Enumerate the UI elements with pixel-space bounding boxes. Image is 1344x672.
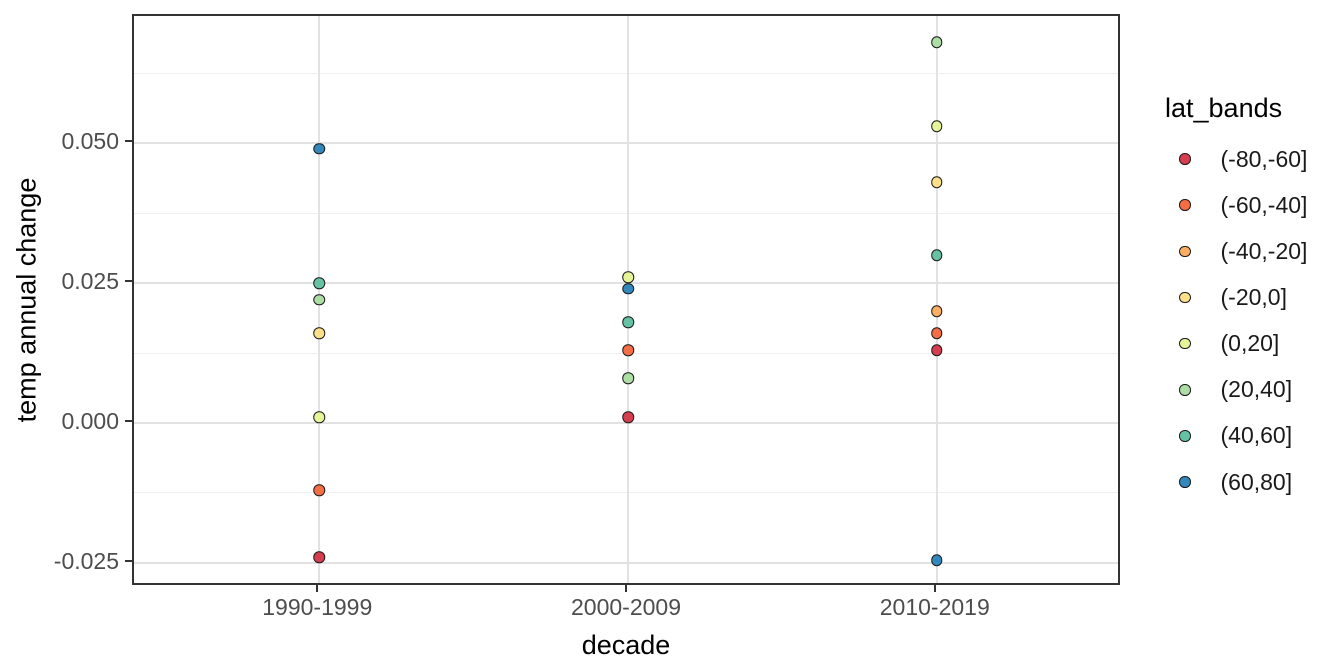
data-point-(60,80]	[622, 282, 634, 295]
y-gridline-minor	[134, 212, 1118, 214]
y-tick-mark	[125, 419, 132, 422]
x-axis-title: decade	[581, 630, 671, 660]
legend-item-label: (-40,-20]	[1220, 237, 1308, 264]
legend-key-icon	[1179, 337, 1191, 350]
data-point-(60,80]	[931, 554, 943, 566]
legend: lat_bands (-80,-60] (-60,-40] (-40,-20] (-2…	[1165, 93, 1335, 495]
data-point-(40,60]	[931, 249, 943, 261]
data-point-(20,40]	[313, 294, 325, 306]
data-point-(-20,0]	[313, 327, 325, 340]
data-point-(-60,-40]	[313, 484, 325, 496]
x-tick-label: 1990-1999	[262, 594, 373, 620]
data-point-(40,60]	[622, 316, 634, 328]
data-point-(20,40]	[622, 372, 634, 384]
legend-item-label: (-60,-40]	[1220, 191, 1308, 218]
data-point-(60,80]	[313, 142, 325, 155]
x-tick-mark	[625, 585, 627, 592]
legend-item: (20,40]	[1165, 367, 1307, 413]
legend-key-icon	[1179, 199, 1191, 211]
data-point-(-20,0]	[931, 176, 943, 188]
legend-key-icon	[1179, 384, 1191, 396]
legend-key-icon	[1179, 430, 1191, 442]
y-tick-mark	[125, 280, 132, 283]
x-tick-label: 2010-2019	[879, 594, 990, 620]
legend-key-icon	[1179, 291, 1191, 304]
plot-panel	[132, 14, 1120, 585]
legend-item-label: (0,20]	[1220, 330, 1280, 357]
y-tick-label: -0.025	[53, 547, 119, 574]
y-tick-label: 0.050	[61, 128, 119, 155]
y-tick-mark	[125, 140, 132, 143]
y-axis-title: temp annual change	[11, 177, 42, 423]
legend-item-label: (60,80]	[1220, 468, 1293, 495]
legend-item: (60,80]	[1165, 459, 1307, 505]
legend-item-label: (-80,-60]	[1220, 145, 1308, 172]
legend-item-label: (-20,0]	[1220, 283, 1287, 310]
y-tick-label: 0.000	[61, 407, 119, 434]
legend-item: (40,60]	[1165, 413, 1307, 459]
data-point-(-80,-60]	[313, 551, 325, 564]
legend-key-icon	[1179, 153, 1191, 165]
data-point-(40,60]	[313, 277, 325, 289]
x-tick-mark	[316, 585, 319, 592]
data-point-(-80,-60]	[931, 344, 943, 356]
legend-key-icon	[1179, 245, 1191, 258]
data-point-(-40,-20]	[931, 305, 943, 317]
data-point-(20,40]	[931, 36, 943, 49]
x-gridline-major	[627, 16, 629, 583]
y-gridline-major	[134, 561, 1118, 564]
legend-items: (-80,-60] (-60,-40] (-40,-20] (-20,0] (0,20]…	[1165, 136, 1307, 505]
data-point-(-60,-40]	[622, 344, 634, 356]
y-gridline-minor	[134, 72, 1118, 74]
legend-item: (-60,-40]	[1165, 182, 1307, 228]
legend-item-label: (40,60]	[1220, 422, 1293, 449]
x-gridline-major	[935, 16, 938, 583]
x-tick-mark	[933, 585, 936, 592]
y-tick-label: 0.025	[61, 268, 119, 295]
legend-key-icon	[1179, 476, 1191, 488]
data-point-(0,20]	[622, 271, 634, 284]
legend-item: (0,20]	[1165, 321, 1307, 367]
data-point-(0,20]	[931, 120, 943, 133]
legend-item: (-40,-20]	[1165, 228, 1307, 274]
y-tick-mark	[125, 559, 132, 562]
y-gridline-major	[134, 142, 1118, 145]
legend-item: (-80,-60]	[1165, 136, 1307, 182]
legend-item-label: (20,40]	[1220, 376, 1293, 403]
data-point-(-60,-40]	[931, 327, 943, 340]
data-point-(0,20]	[313, 411, 325, 424]
y-gridline-minor	[134, 492, 1118, 494]
legend-item: (-20,0]	[1165, 274, 1307, 320]
legend-title: lat_bands	[1165, 93, 1283, 123]
data-point-(-80,-60]	[622, 411, 634, 424]
x-tick-label: 2000-2009	[571, 594, 681, 620]
